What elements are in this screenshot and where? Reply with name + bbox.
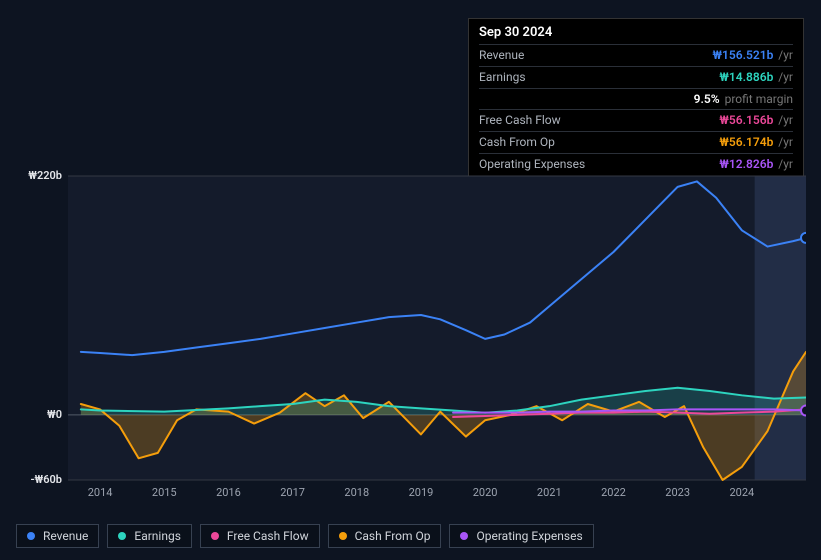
tooltip-row-value: ₩56.174b /yr [719,134,793,151]
legend-item-cashop[interactable]: Cash From Op [328,524,442,548]
legend-label: Revenue [43,529,88,543]
tooltip-row-label: Free Cash Flow [479,112,561,129]
revenue-dot-icon [27,532,35,540]
x-axis-label: 2019 [409,486,434,499]
x-axis-label: 2023 [665,486,690,499]
legend-item-revenue[interactable]: Revenue [16,524,99,548]
chart-svg: ₩220b ₩0 -₩60b 2014 2015 2016 2017 2018 2019 2020… [16,158,806,514]
x-axis-label: 2018 [344,486,369,499]
x-axis-label: 2021 [537,486,562,499]
x-axis-label: 2022 [601,486,626,499]
tooltip-row: Earnings ₩14.886b /yr [479,66,793,88]
chart-legend: Revenue Earnings Free Cash Flow Cash From O… [16,524,594,548]
tooltip-rows: Revenue ₩156.521b /yr Earnings ₩14.886b /yr… [479,44,793,175]
x-axis-label: 2014 [88,486,113,499]
revenue-marker-icon [801,233,806,243]
legend-label: Earnings [134,529,181,543]
x-axis-label: 2020 [473,486,498,499]
x-axis-label: 2015 [152,486,177,499]
legend-label: Cash From Op [355,529,431,543]
tooltip-row-value: ₩14.886b /yr [719,69,793,86]
tooltip-row: Free Cash Flow ₩56.156b /yr [479,109,793,131]
legend-item-opex[interactable]: Operating Expenses [449,524,593,548]
tooltip-date: Sep 30 2024 [479,25,793,40]
legend-item-fcf[interactable]: Free Cash Flow [200,524,320,548]
tooltip-row-label: Cash From Op [479,134,555,151]
tooltip-row-value: ₩156.521b /yr [712,47,793,64]
tooltip-row-label: Revenue [479,47,524,64]
tooltip-row-value: 9.5% profit margin [694,91,793,108]
cashop-dot-icon [339,532,347,540]
y-axis-label: ₩0 [47,408,62,421]
x-axis-label: 2024 [729,486,754,499]
financial-chart[interactable]: ₩220b ₩0 -₩60b 2014 2015 2016 2017 2018 2019 2020… [16,158,806,514]
opex-dot-icon [460,532,468,540]
x-axis-label: 2016 [216,486,241,499]
y-axis-label: ₩220b [28,169,62,182]
tooltip-row-value: ₩56.156b /yr [719,112,793,129]
tooltip-row: 9.5% profit margin [479,88,793,110]
fcf-dot-icon [211,532,219,540]
opex-marker-icon [801,406,806,416]
tooltip-row: Revenue ₩156.521b /yr [479,44,793,66]
earnings-dot-icon [118,532,126,540]
legend-label: Operating Expenses [476,529,582,543]
x-axis-label: 2017 [280,486,305,499]
tooltip-row: Cash From Op ₩56.174b /yr [479,131,793,153]
chart-tooltip: Sep 30 2024 Revenue ₩156.521b /yr Earnings… [468,18,804,180]
y-axis-label: -₩60b [30,473,62,486]
tooltip-row-label: Earnings [479,69,526,86]
legend-item-earnings[interactable]: Earnings [107,524,192,548]
legend-label: Free Cash Flow [227,529,309,543]
